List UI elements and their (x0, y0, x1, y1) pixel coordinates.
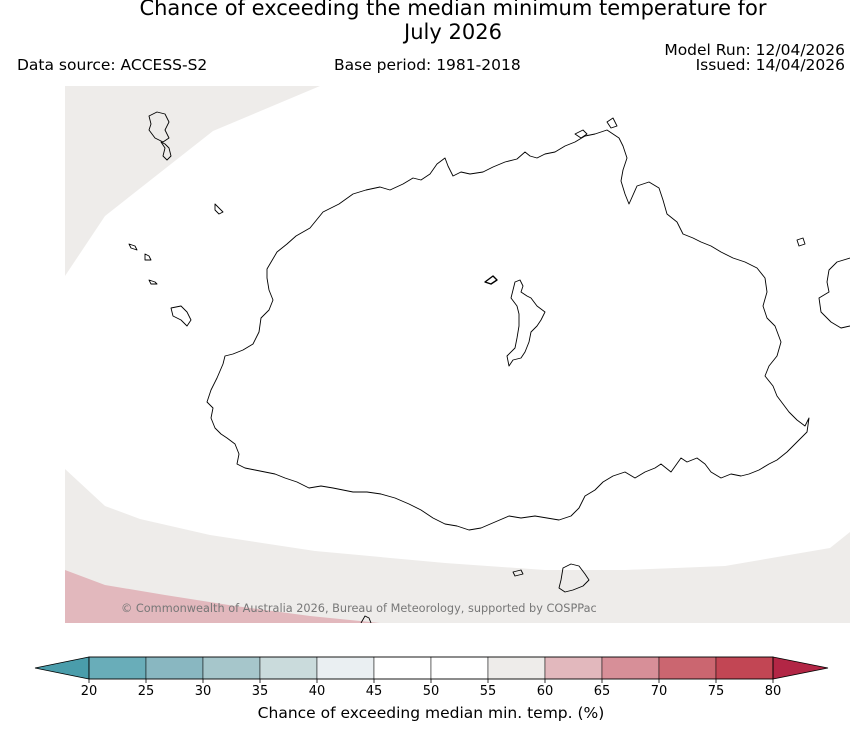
colorbar-bin (715, 656, 774, 680)
map-attribution: © Commonwealth of Australia 2026, Bureau… (121, 602, 597, 615)
region-south-west-60-65 (65, 570, 380, 623)
ne-islet-2 (606, 117, 618, 129)
colorbar-label: Chance of exceeding median min. temp. (%… (257, 704, 605, 722)
colorbar-tick-label: 25 (138, 684, 155, 699)
chart-title: Chance of exceeding the median minimum t… (0, 0, 862, 44)
east-island (818, 257, 850, 329)
nw-islet-5 (170, 305, 192, 327)
colorbar-extend-low (34, 656, 90, 680)
data-source-label: Data source: ACCESS-S2 (17, 56, 208, 74)
nw-islet-3 (144, 253, 152, 261)
colorbar-bin (316, 656, 375, 680)
inland-island-outline (506, 279, 546, 367)
model-run-label: Model Run: 12/04/2026 (664, 41, 845, 59)
colorbar-tick-label: 35 (252, 684, 269, 699)
forecast-map: © Commonwealth of Australia 2026, Bureau… (65, 86, 850, 623)
east-islet (796, 237, 806, 247)
nw-islet-2 (128, 243, 138, 251)
colorbar-tick-label: 80 (765, 684, 782, 699)
nw-island-2 (160, 141, 172, 161)
colorbar: 20 25 30 35 40 45 50 55 60 65 70 75 80 (34, 656, 829, 699)
colorbar-tick-label: 75 (708, 684, 725, 699)
inland-islet-outline (484, 275, 498, 285)
colorbar-tick-label: 50 (423, 684, 440, 699)
colorbar-tick-label: 65 (594, 684, 611, 699)
colorbar-bin (202, 656, 261, 680)
colorbar-bin (145, 656, 204, 680)
south-islet (512, 569, 524, 577)
colorbar-bin (373, 656, 432, 680)
colorbar-bin (430, 656, 489, 680)
colorbar-bin (259, 656, 318, 680)
colorbar-ticks: 20 25 30 35 40 45 50 55 60 65 70 75 80 (81, 679, 782, 699)
main-island-outline (206, 129, 810, 531)
colorbar-bin (658, 656, 717, 680)
colorbar-tick-label: 70 (651, 684, 668, 699)
colorbar-bin (544, 656, 603, 680)
colorbar-bin (601, 656, 660, 680)
nw-island-1 (148, 111, 170, 143)
region-south-55-60 (65, 469, 850, 623)
south-island (558, 563, 590, 593)
ne-islet-1 (574, 129, 588, 139)
colorbar-tick-label: 60 (537, 684, 554, 699)
nw-islet-4 (148, 279, 158, 285)
colorbar-bin (487, 656, 546, 680)
colorbar-tick-label: 30 (195, 684, 212, 699)
base-period-label: Base period: 1981-2018 (334, 56, 521, 74)
colorbar-bin (88, 656, 147, 680)
title-line-2: July 2026 (404, 20, 502, 44)
colorbar-tick-label: 20 (81, 684, 98, 699)
title-line-1: Chance of exceeding the median minimum t… (139, 0, 767, 20)
nw-islet-1 (214, 203, 224, 215)
issued-label: Issued: 14/04/2026 (695, 56, 845, 74)
colorbar-tick-label: 55 (480, 684, 497, 699)
colorbar-extend-high (772, 656, 829, 680)
colorbar-bins (88, 656, 774, 680)
colorbar-tick-label: 40 (309, 684, 326, 699)
region-north-west-55-60 (65, 86, 320, 276)
colorbar-tick-label: 45 (366, 684, 383, 699)
south-edge-islet (360, 615, 372, 623)
